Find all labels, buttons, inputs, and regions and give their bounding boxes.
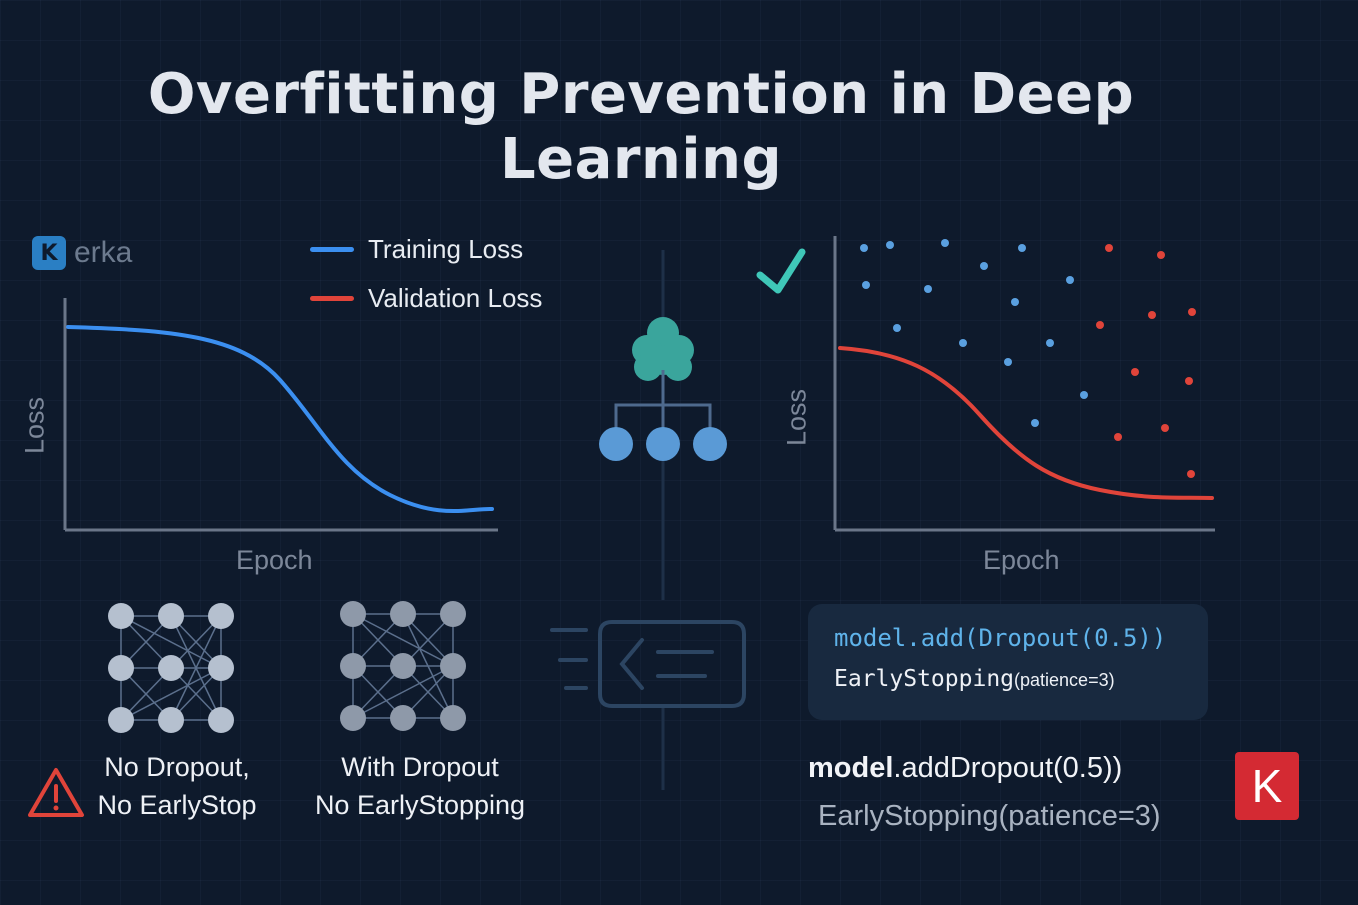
caption-with-dropout-line1: With Dropout — [341, 752, 499, 782]
scatter-point — [1148, 311, 1156, 319]
left-ylabel: Loss — [19, 396, 50, 455]
scatter-point — [924, 285, 932, 293]
brand: K erka — [32, 236, 132, 270]
scatter-point — [1011, 298, 1019, 306]
caption-no-dropout: No Dropout, No EarlyStop — [82, 748, 272, 824]
caption-with-dropout-line2: No EarlyStopping — [314, 790, 526, 820]
scatter-point — [1066, 276, 1074, 284]
warning-icon — [28, 768, 84, 817]
plain-code-model: model — [808, 752, 894, 784]
code-line-dropout: model.add(Dropout(0.5)) — [834, 624, 1167, 652]
legend-label-validation: Validation Loss — [368, 283, 543, 313]
page-title: Overfitting Prevention in Deep Learning — [147, 62, 1135, 192]
scatter-point — [1131, 368, 1139, 376]
scatter-point — [1161, 424, 1169, 432]
code-earlystopping-name: EarlyStopping — [834, 666, 1015, 692]
legend-label-training: Training Loss — [368, 234, 524, 264]
scatter-red — [1096, 244, 1196, 478]
right-ylabel: Loss — [781, 388, 812, 447]
code-line-earlystopping: EarlyStopping(patience=3) — [834, 666, 1182, 692]
network-with-dropout — [340, 601, 466, 731]
scatter-point — [1157, 251, 1165, 259]
scatter-point — [1187, 470, 1195, 478]
code-box: model.add(Dropout(0.5)) EarlyStopping(pa… — [808, 604, 1208, 720]
scatter-point — [1080, 391, 1088, 399]
plain-code-dropout: model.addDropout(0.5)) — [808, 752, 1122, 785]
legend: Training Loss Validation Loss — [310, 234, 542, 314]
scatter-point — [1105, 244, 1113, 252]
right-xlabel: Epoch — [983, 545, 1060, 575]
left-xlabel: Epoch — [236, 545, 313, 575]
training-loss-curve — [66, 325, 494, 513]
legend-item-training: Training Loss — [310, 234, 542, 265]
legend-swatch-training — [310, 247, 354, 252]
scatter-point — [1018, 244, 1026, 252]
early-stop-icon — [550, 620, 746, 708]
scatter-point — [1031, 419, 1039, 427]
scatter-point — [1046, 339, 1054, 347]
tree-icon — [599, 317, 727, 461]
caption-no-dropout-line2: No EarlyStop — [97, 790, 257, 820]
scatter-point — [1114, 433, 1122, 441]
scatter-point — [893, 324, 901, 332]
scatter-point — [980, 262, 988, 270]
check-icon — [756, 248, 806, 294]
plain-code-earlystopping: EarlyStopping(patience=3) — [818, 800, 1161, 832]
scatter-point — [1096, 321, 1104, 329]
caption-no-dropout-line1: No Dropout, — [104, 752, 250, 782]
caption-with-dropout: With Dropout No EarlyStopping — [300, 748, 540, 824]
network-no-dropout — [108, 603, 234, 733]
scatter-point — [862, 281, 870, 289]
scatter-point — [1004, 358, 1012, 366]
scatter-blue — [860, 239, 1088, 427]
scatter-point — [959, 339, 967, 347]
keras-logo-icon: K — [1235, 752, 1299, 820]
legend-swatch-validation — [310, 296, 354, 301]
scatter-point — [860, 244, 868, 252]
scatter-point — [886, 241, 894, 249]
legend-item-validation: Validation Loss — [310, 283, 542, 314]
code-earlystopping-args: (patience=3) — [1014, 670, 1115, 690]
scatter-point — [941, 239, 949, 247]
left-chart — [63, 298, 498, 532]
brand-text: erka — [74, 236, 133, 269]
scatter-point — [1188, 308, 1196, 316]
plain-code-add-dropout: .addDropout(0.5)) — [893, 752, 1123, 784]
brand-logo-icon: K — [32, 236, 66, 270]
validation-loss-curve — [838, 346, 1214, 500]
scatter-point — [1185, 377, 1193, 385]
right-chart — [756, 236, 1215, 532]
